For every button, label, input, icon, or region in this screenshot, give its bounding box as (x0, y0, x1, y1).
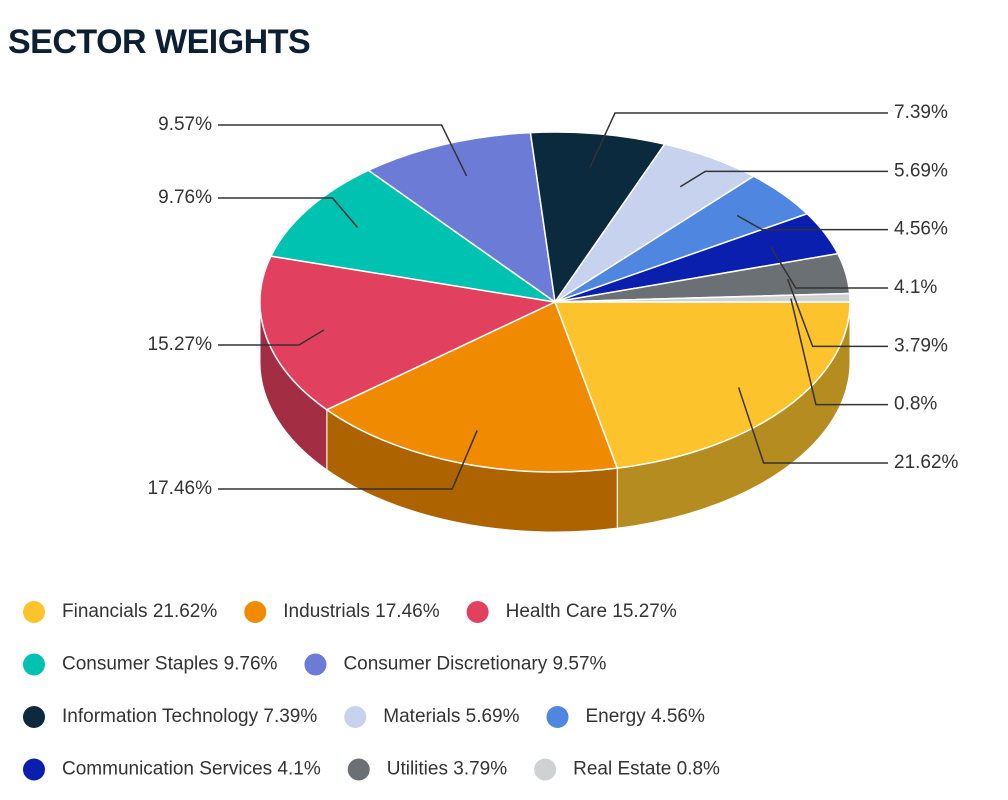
legend-value: 21.62% (153, 601, 218, 622)
slice (325, 300, 619, 473)
leader-line (790, 298, 888, 406)
legend-label: Information Technology 7.39% (62, 706, 317, 727)
legend-label: Consumer Staples 9.76% (62, 654, 278, 675)
legend-label: Materials 5.69% (383, 706, 519, 727)
leader-line (736, 214, 888, 231)
legend-value: 3.79% (453, 759, 507, 780)
data-label: 0.8% (894, 394, 937, 415)
legend-label: Health Care 15.27% (506, 601, 677, 622)
data-label: 3.79% (894, 335, 948, 356)
legend-name: Real Estate (573, 759, 671, 780)
leader-line (679, 170, 888, 188)
leader-line (218, 329, 325, 346)
legend-item: Real Estate 0.8% (534, 758, 720, 781)
legend-swatch (23, 601, 45, 623)
legend-value: 7.39% (263, 706, 317, 727)
legend-item: Industrials 17.46% (244, 601, 440, 623)
legend-name: Materials (383, 706, 460, 727)
legend-item: Energy 4.56% (546, 706, 705, 728)
legend-value: 4.56% (651, 706, 705, 727)
slice (553, 301, 851, 469)
data-label: 5.69% (894, 160, 948, 181)
legend-value: 9.76% (224, 654, 278, 675)
data-label: 7.39% (894, 102, 948, 123)
legend-label: Financials 21.62% (62, 601, 217, 622)
legend-label: Utilities 3.79% (387, 759, 507, 780)
legend-name: Health Care (506, 601, 607, 622)
legend-item: Materials 5.69% (344, 706, 520, 728)
data-label: 4.1% (894, 277, 937, 298)
legend-name: Utilities (387, 759, 448, 780)
chart-title: SECTOR WEIGHTS (8, 23, 310, 61)
legend-item: Communication Services 4.1% (23, 758, 321, 781)
data-label: 9.57% (158, 114, 212, 135)
legend-value: 5.69% (466, 706, 520, 727)
legend-swatch (534, 758, 557, 781)
legend-item: Consumer Staples 9.76% (23, 653, 278, 676)
data-label: 4.56% (894, 219, 948, 240)
leader-line (786, 278, 888, 348)
leader-line (218, 197, 359, 229)
legend-name: Consumer Discretionary (343, 654, 547, 675)
legend-item: Financials 21.62% (23, 601, 217, 623)
leader-line (589, 112, 888, 168)
slice (269, 169, 556, 303)
legend-item: Health Care 15.27% (466, 601, 677, 623)
legend-name: Energy (586, 706, 647, 727)
legend-name: Consumer Staples (62, 654, 218, 675)
legend-swatch (23, 653, 45, 676)
legend-swatch (347, 758, 370, 781)
legend-item: Information Technology 7.39% (23, 706, 317, 728)
legend-swatch (244, 601, 267, 623)
legend-value: 9.57% (553, 654, 607, 675)
legend-label: Energy 4.56% (586, 706, 705, 727)
legend-label: Communication Services 4.1% (62, 759, 321, 780)
legend-swatch (466, 601, 489, 623)
leader-line (218, 430, 478, 490)
legend-swatch (23, 706, 45, 728)
legend-swatch (23, 758, 45, 781)
legend-label: Consumer Discretionary 9.57% (343, 654, 606, 675)
legend-item: Utilities 3.79% (347, 758, 507, 781)
data-label: 9.76% (158, 187, 212, 208)
leader-line (770, 246, 888, 289)
slice (259, 255, 558, 411)
legend-value: 15.27% (612, 601, 677, 622)
legend-item: Consumer Discretionary 9.57% (304, 653, 607, 676)
leader-line (737, 387, 888, 464)
legend-name: Industrials (283, 601, 370, 622)
leader-line (218, 124, 468, 177)
slice (366, 131, 556, 304)
legend-label: Real Estate 0.8% (573, 759, 720, 780)
legend-name: Financials (62, 601, 148, 622)
data-label: 21.62% (894, 452, 959, 473)
data-label: 17.46% (148, 478, 213, 499)
legend-name: Information Technology (62, 706, 259, 727)
legend-swatch (344, 706, 367, 728)
slice (554, 292, 851, 303)
data-label: 15.27% (148, 334, 213, 355)
legend-swatch (546, 706, 569, 728)
legend-value: 17.46% (375, 601, 440, 622)
legend-value: 0.8% (677, 759, 720, 780)
legend-value: 4.1% (277, 759, 320, 780)
legend-label: Industrials 17.46% (283, 601, 439, 622)
legend-name: Communication Services (62, 759, 272, 780)
legend-swatch (304, 653, 327, 676)
slice (529, 131, 666, 304)
